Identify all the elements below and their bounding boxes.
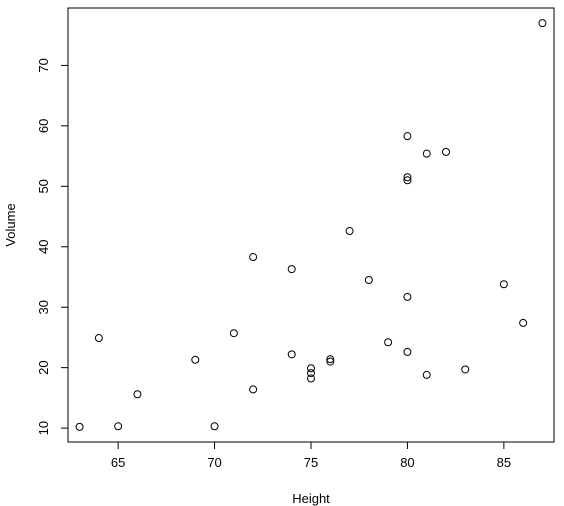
data-point <box>307 364 315 373</box>
data-point <box>94 334 103 343</box>
y-tick-label: 60 <box>36 119 51 133</box>
data-point <box>210 422 219 431</box>
data-point <box>384 338 393 347</box>
data-point <box>461 365 470 374</box>
x-tick-label: 85 <box>497 455 511 470</box>
data-point <box>403 173 412 182</box>
data-point <box>364 276 373 285</box>
data-point <box>114 422 123 431</box>
data-point <box>538 19 547 28</box>
y-tick-label: 20 <box>36 360 51 374</box>
x-tick-label: 70 <box>207 455 221 470</box>
y-tick-label: 40 <box>36 240 51 254</box>
data-point <box>519 318 528 327</box>
data-point <box>403 292 412 301</box>
data-point <box>403 132 412 141</box>
data-point <box>307 369 315 378</box>
data-point <box>326 355 335 364</box>
data-point <box>422 370 431 379</box>
data-point <box>249 385 258 394</box>
x-tick-label: 75 <box>304 455 318 470</box>
data-point <box>345 227 354 236</box>
x-axis-ticks: 65 70 75 80 85 <box>111 442 511 470</box>
data-point <box>191 355 200 364</box>
x-tick-label: 65 <box>111 455 125 470</box>
data-point <box>287 265 296 274</box>
y-tick-label: 30 <box>36 300 51 314</box>
data-points <box>75 19 547 431</box>
data-point <box>326 357 335 366</box>
data-point <box>499 280 508 289</box>
data-point <box>75 422 84 431</box>
data-point <box>249 253 258 262</box>
y-tick-label: 50 <box>36 179 51 193</box>
data-point <box>307 374 315 383</box>
x-axis-label: Height <box>292 491 330 506</box>
x-tick-label: 80 <box>400 455 414 470</box>
data-point <box>403 176 412 185</box>
data-point <box>403 347 412 356</box>
data-point <box>422 149 431 158</box>
y-tick-label: 10 <box>36 421 51 435</box>
data-point <box>229 329 238 338</box>
y-tick-label: 70 <box>36 58 51 72</box>
data-point <box>287 350 296 359</box>
y-axis-ticks: 10 20 30 40 50 60 70 <box>36 58 68 435</box>
data-point <box>133 390 142 399</box>
y-axis-label: Volume <box>3 203 18 246</box>
data-point <box>442 147 450 156</box>
